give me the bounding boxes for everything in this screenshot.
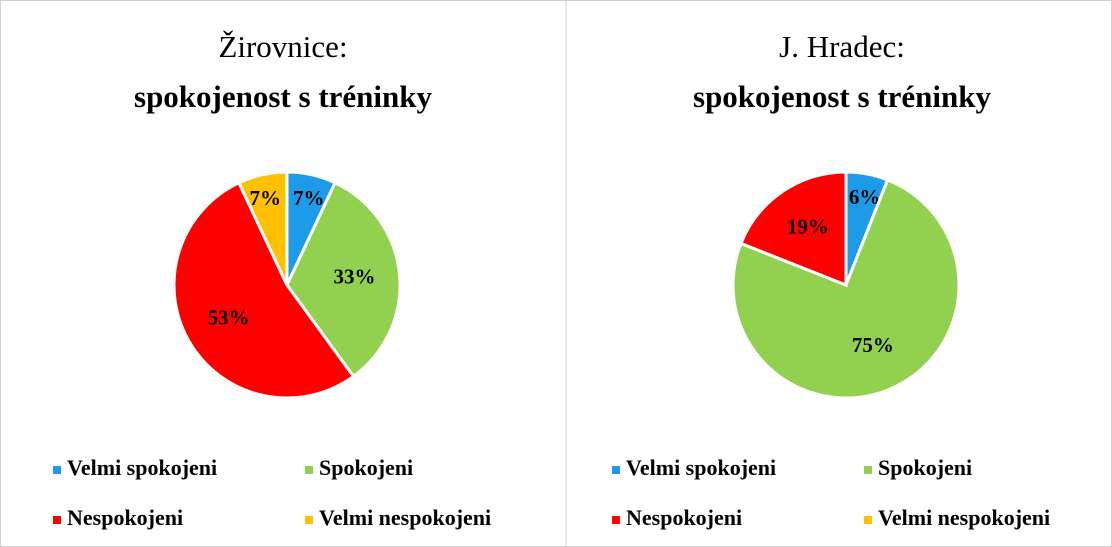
legend-swatch xyxy=(864,466,872,474)
legend-swatch xyxy=(612,516,620,524)
legend-label: Spokojeni xyxy=(319,455,413,480)
data-label: 7% xyxy=(293,186,325,210)
chart-title: Žirovnice: xyxy=(218,29,347,64)
legend-swatch xyxy=(864,516,872,524)
legend-label: Spokojeni xyxy=(878,455,972,480)
legend-label: Velmi nespokojeni xyxy=(319,505,491,530)
legend-swatch xyxy=(305,466,313,474)
data-label: 6% xyxy=(849,185,881,209)
legend-label: Velmi spokojeni xyxy=(67,455,217,480)
chart-subtitle: spokojenost s tréninky xyxy=(134,79,432,114)
legend-label: Nespokojeni xyxy=(67,505,183,530)
pie-slice xyxy=(236,170,289,286)
pie-slice xyxy=(731,177,961,400)
pie-slice xyxy=(285,180,402,379)
legend-swatch xyxy=(612,466,620,474)
data-label: 33% xyxy=(333,264,375,288)
chart-subtitle: spokojenost s tréninky xyxy=(693,79,991,114)
data-label: 7% xyxy=(250,186,282,210)
legend-label: Nespokojeni xyxy=(626,505,742,530)
chart-title: J. Hradec: xyxy=(779,29,905,64)
legend-label: Velmi spokojeni xyxy=(626,455,776,480)
legend-swatch xyxy=(53,516,61,524)
legend-swatch xyxy=(53,466,61,474)
data-label: 19% xyxy=(787,215,829,239)
data-label: 53% xyxy=(208,305,250,329)
pie-slice xyxy=(738,170,848,288)
data-label: 75% xyxy=(852,333,894,357)
pie-slice xyxy=(172,180,356,400)
legend-label: Velmi nespokojeni xyxy=(878,505,1050,530)
legend-swatch xyxy=(305,516,313,524)
